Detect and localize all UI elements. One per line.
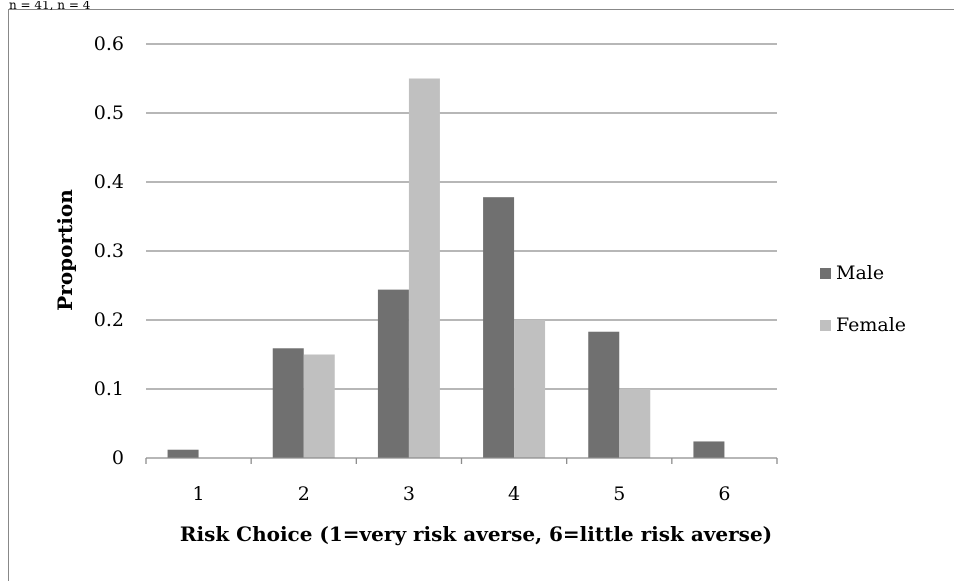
y-tick-label: 0 — [112, 447, 124, 469]
legend-label-female: Female — [836, 314, 906, 336]
bar-male-5 — [588, 331, 620, 458]
bar-male-6 — [693, 441, 725, 458]
x-tick-label: 4 — [508, 483, 520, 505]
y-tick-label: 0.6 — [94, 33, 124, 55]
bar-female-5 — [619, 389, 651, 458]
bar-male-3 — [377, 289, 409, 458]
legend-label-male: Male — [836, 262, 884, 284]
bar-male-1 — [167, 449, 199, 458]
x-tick-label: 5 — [613, 483, 625, 505]
x-tick-label: 1 — [193, 483, 205, 505]
legend-swatch-female — [820, 320, 831, 331]
bar-female-4 — [514, 320, 546, 458]
x-tick-label: 2 — [298, 483, 310, 505]
bar-female-2 — [303, 354, 335, 458]
bar-male-2 — [272, 348, 304, 458]
y-axis-title: Proportion — [53, 189, 77, 311]
legend: Male Female — [820, 262, 906, 336]
bars — [167, 78, 725, 458]
y-tick-labels: 0 0.1 0.2 0.3 0.4 0.5 0.6 — [94, 33, 124, 469]
y-tick-label: 0.1 — [94, 378, 124, 400]
top-caption: n = 41, n = 4 — [9, 1, 91, 10]
bar-female-3 — [408, 78, 440, 458]
legend-swatch-male — [820, 268, 831, 279]
x-axis — [145, 457, 778, 464]
y-tick-label: 0.5 — [94, 102, 124, 124]
gridlines — [146, 43, 777, 390]
x-tick-label: 6 — [718, 483, 730, 505]
x-tick-label: 3 — [403, 483, 415, 505]
chart-frame: n = 41, n = 4 — [8, 1, 954, 581]
x-tick-labels: 1 2 3 4 5 6 — [193, 483, 731, 505]
x-axis-title: Risk Choice (1=very risk averse, 6=littl… — [180, 522, 772, 546]
bar-male-4 — [483, 197, 515, 458]
y-tick-label: 0.2 — [94, 309, 124, 331]
y-tick-label: 0.3 — [94, 240, 124, 262]
y-tick-label: 0.4 — [94, 171, 124, 193]
